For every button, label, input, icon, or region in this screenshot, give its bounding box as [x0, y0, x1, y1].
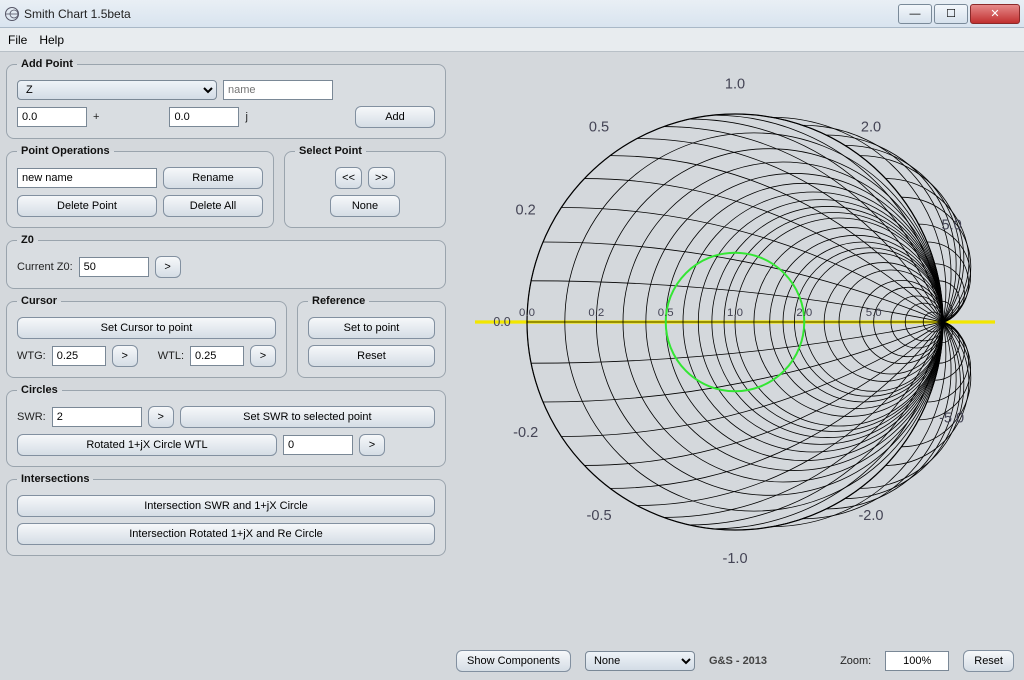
close-button[interactable]: ✕	[970, 4, 1020, 24]
group-z0: Z0 Current Z0: >	[6, 234, 446, 289]
maximize-button[interactable]: ☐	[934, 4, 968, 24]
svg-text:0.0: 0.0	[519, 307, 535, 319]
credit-label: G&S - 2013	[709, 655, 767, 667]
wtg-label: WTG:	[17, 350, 46, 362]
svg-text:-5.0: -5.0	[939, 410, 964, 426]
group-circles: Circles SWR: > Set SWR to selected point…	[6, 384, 446, 467]
show-components-button[interactable]: Show Components	[456, 650, 571, 672]
rotated-go-button[interactable]: >	[359, 434, 385, 456]
add-real-input[interactable]	[17, 107, 87, 127]
group-add-point: Add Point Z + j Add	[6, 58, 446, 139]
svg-text:-1.0: -1.0	[722, 551, 747, 567]
group-point-ops: Point Operations Rename Delete Point Del…	[6, 145, 274, 228]
next-point-button[interactable]: >>	[368, 167, 395, 189]
menu-help[interactable]: Help	[39, 33, 64, 47]
prev-point-button[interactable]: <<	[335, 167, 362, 189]
rotated-circle-button[interactable]: Rotated 1+jX Circle WTL	[17, 434, 277, 456]
minimize-button[interactable]: —	[898, 4, 932, 24]
group-cursor: Cursor Set Cursor to point WTG: > WTL: >	[6, 295, 287, 378]
legend-select-point: Select Point	[295, 145, 366, 157]
z0-go-button[interactable]: >	[155, 256, 181, 278]
add-name-input[interactable]	[223, 80, 333, 100]
menubar: File Help	[0, 28, 1024, 52]
svg-text:5.0: 5.0	[942, 217, 962, 233]
intersection-swr-button[interactable]: Intersection SWR and 1+jX Circle	[17, 495, 435, 517]
legend-cursor: Cursor	[17, 295, 61, 307]
svg-text:2.0: 2.0	[796, 307, 812, 319]
set-swr-button[interactable]: Set SWR to selected point	[180, 406, 435, 428]
swr-label: SWR:	[17, 411, 46, 423]
smith-chart: 0.2 0.5 1.0 2.0 5.0 -0.2 -0.5 -1.0 -2.0 -5.0 0.0 0.…	[475, 62, 995, 582]
legend-reference: Reference	[308, 295, 369, 307]
svg-text:1.0: 1.0	[725, 77, 745, 93]
zoom-reset-button[interactable]: Reset	[963, 650, 1014, 672]
add-button[interactable]: Add	[355, 106, 435, 128]
j-label: j	[245, 111, 247, 123]
legend-z0: Z0	[17, 234, 38, 246]
z0-input[interactable]	[79, 257, 149, 277]
zoom-label: Zoom:	[840, 655, 871, 667]
svg-text:2.0: 2.0	[861, 120, 881, 136]
svg-text:0.2: 0.2	[588, 307, 604, 319]
zoom-value: 100%	[885, 651, 949, 671]
svg-text:-0.2: -0.2	[513, 425, 538, 441]
menu-file[interactable]: File	[8, 33, 27, 47]
svg-text:0.5: 0.5	[589, 120, 609, 136]
wtl-label: WTL:	[158, 350, 184, 362]
delete-all-button[interactable]: Delete All	[163, 195, 263, 217]
ref-set-button[interactable]: Set to point	[308, 317, 435, 339]
wtl-input[interactable]	[190, 346, 244, 366]
rename-button[interactable]: Rename	[163, 167, 263, 189]
svg-text:5.0: 5.0	[866, 307, 882, 319]
ref-reset-button[interactable]: Reset	[308, 345, 435, 367]
add-type-select[interactable]: Z	[17, 80, 217, 100]
wtg-input[interactable]	[52, 346, 106, 366]
group-reference: Reference Set to point Reset	[297, 295, 446, 378]
svg-text:-2.0: -2.0	[858, 508, 883, 524]
group-intersections: Intersections Intersection SWR and 1+jX …	[6, 473, 446, 556]
swr-go-button[interactable]: >	[148, 406, 174, 428]
svg-text:0.2: 0.2	[516, 203, 536, 219]
none-point-button[interactable]: None	[330, 195, 400, 217]
group-select-point: Select Point << >> None	[284, 145, 446, 228]
add-imag-input[interactable]	[169, 107, 239, 127]
set-cursor-button[interactable]: Set Cursor to point	[17, 317, 276, 339]
legend-point-ops: Point Operations	[17, 145, 114, 157]
swr-input[interactable]	[52, 407, 142, 427]
bottom-bar: Show Components None G&S - 2013 Zoom: 10…	[452, 644, 1018, 674]
wtl-go-button[interactable]: >	[250, 345, 276, 367]
window-title: Smith Chart 1.5beta	[24, 7, 131, 21]
svg-text:0.5: 0.5	[658, 307, 674, 319]
wtg-go-button[interactable]: >	[112, 345, 138, 367]
z0-label: Current Z0:	[17, 261, 73, 273]
legend-intersections: Intersections	[17, 473, 93, 485]
legend-add-point: Add Point	[17, 58, 77, 70]
svg-text:1.0: 1.0	[727, 307, 743, 319]
rotated-value-input[interactable]	[283, 435, 353, 455]
delete-point-button[interactable]: Delete Point	[17, 195, 157, 217]
app-icon	[4, 6, 20, 22]
svg-text:0.0: 0.0	[493, 315, 510, 329]
plus-label: +	[93, 111, 99, 123]
components-select[interactable]: None	[585, 651, 695, 671]
intersection-rot-button[interactable]: Intersection Rotated 1+jX and Re Circle	[17, 523, 435, 545]
rename-input[interactable]	[17, 168, 157, 188]
smith-chart-area: 0.2 0.5 1.0 2.0 5.0 -0.2 -0.5 -1.0 -2.0 -5.0 0.0 0.…	[452, 58, 1018, 644]
svg-text:-0.5: -0.5	[586, 508, 611, 524]
titlebar: Smith Chart 1.5beta — ☐ ✕	[0, 0, 1024, 28]
legend-circles: Circles	[17, 384, 62, 396]
